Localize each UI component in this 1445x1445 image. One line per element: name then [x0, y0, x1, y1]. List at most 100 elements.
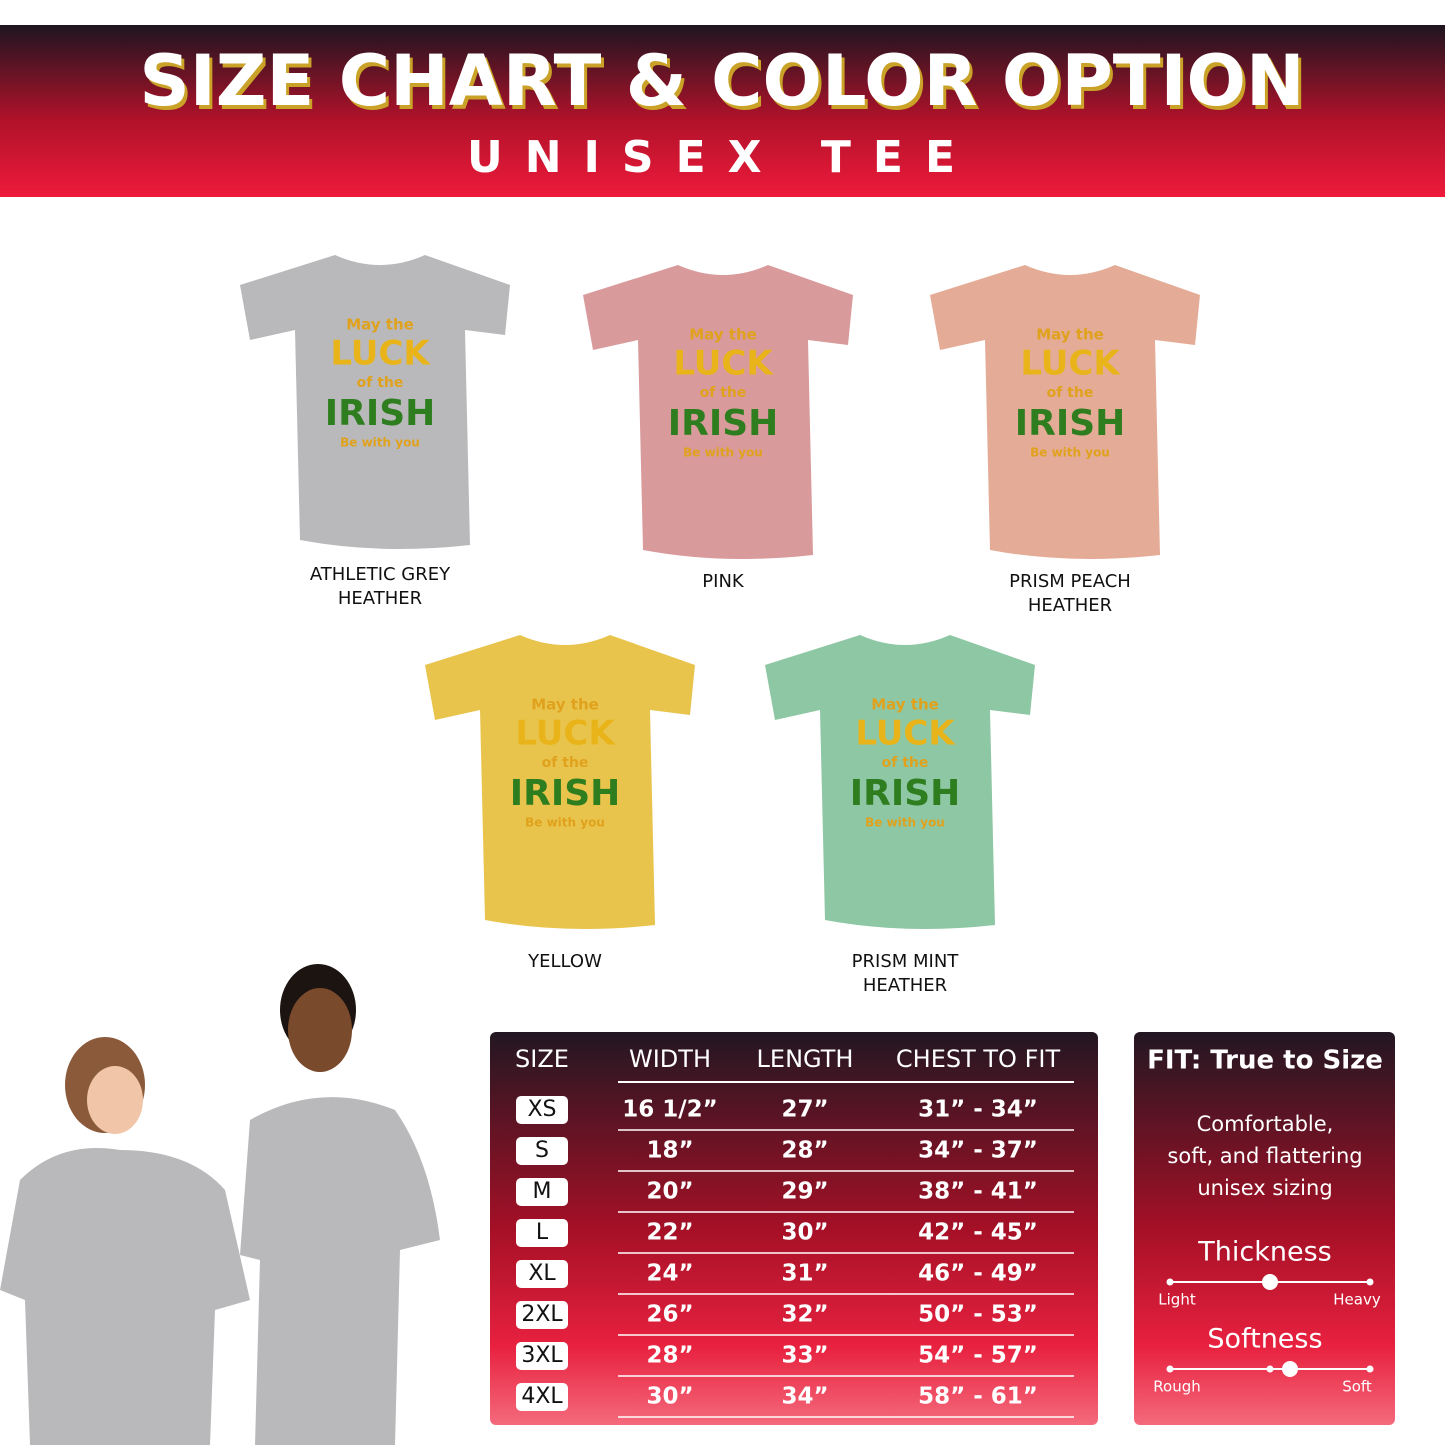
- table-cell: 34”: [781, 1384, 828, 1410]
- table-cell: 54” - 57”: [918, 1343, 1038, 1369]
- size-label: XL: [528, 1261, 556, 1286]
- shirt-body: [583, 265, 853, 559]
- color-label: PRISM PEACH HEATHER: [1009, 571, 1131, 616]
- scale-name: Softness: [1207, 1324, 1322, 1355]
- title: SIZE CHART & COLOR OPTION: [139, 40, 1304, 122]
- scale-name: Thickness: [1197, 1237, 1331, 1268]
- table-cell: 26”: [646, 1302, 693, 1328]
- scale-marker: [1262, 1274, 1278, 1290]
- header-band: [0, 25, 1445, 197]
- design-text: LUCK: [673, 344, 774, 384]
- design-text: May the: [871, 696, 939, 714]
- table-cell: 27”: [781, 1097, 828, 1123]
- size-badge: [516, 1137, 568, 1165]
- table-cell: 46” - 49”: [918, 1261, 1038, 1287]
- design-text: of the: [882, 755, 929, 771]
- size-badge: [516, 1096, 568, 1124]
- scale-high: Soft: [1342, 1378, 1372, 1396]
- table-cell: 22”: [646, 1220, 693, 1246]
- fit-description: Comfortable, soft, and flattering unisex s…: [1167, 1112, 1362, 1200]
- scale-tick: [1366, 1365, 1374, 1373]
- fit-title: FIT: True to Size: [1147, 1046, 1383, 1076]
- shirt-body: [240, 255, 510, 549]
- shirt-body: [930, 265, 1200, 559]
- scale-tick: [1266, 1365, 1274, 1373]
- design-text: LUCK: [1020, 344, 1121, 384]
- design-text: Be with you: [1030, 446, 1110, 460]
- scale-marker: [1282, 1361, 1298, 1377]
- color-label: PRISM MINT HEATHER: [852, 951, 960, 996]
- design-text: LUCK: [330, 334, 431, 374]
- shirt-body: [765, 635, 1035, 929]
- size-badge: [516, 1260, 568, 1288]
- design-text: IRISH: [325, 393, 436, 434]
- table-cell: 20”: [646, 1179, 693, 1205]
- design-text: May the: [689, 326, 757, 344]
- color-label: YELLOW: [527, 951, 602, 972]
- design-text: Be with you: [525, 816, 605, 830]
- table-cell: 42” - 45”: [918, 1220, 1038, 1246]
- design-text: of the: [542, 755, 589, 771]
- design-text: IRISH: [1015, 403, 1126, 444]
- table-cell: 28”: [781, 1138, 828, 1164]
- size-label: 4XL: [521, 1384, 563, 1409]
- design-text: Be with you: [683, 446, 763, 460]
- table-cell: 29”: [781, 1179, 828, 1205]
- table-cell: 33”: [781, 1343, 828, 1369]
- size-badge: [516, 1301, 568, 1329]
- table-cell: 38” - 41”: [918, 1179, 1038, 1205]
- size-label: XS: [527, 1097, 556, 1122]
- design-text: LUCK: [855, 714, 956, 754]
- color-label: PINK: [702, 571, 745, 592]
- design-text: of the: [700, 385, 747, 401]
- table-header: SIZE: [515, 1045, 569, 1073]
- scale-low: Rough: [1153, 1378, 1200, 1396]
- subtitle: UNISEX TEE: [467, 132, 977, 183]
- table-header: WIDTH: [629, 1045, 711, 1073]
- scale-high: Heavy: [1333, 1291, 1381, 1309]
- table-cell: 28”: [646, 1343, 693, 1369]
- title-shadow: SIZE CHART & COLOR OPTION: [142, 44, 1307, 126]
- design-text: Be with you: [340, 436, 420, 450]
- size-badge: [516, 1178, 568, 1206]
- table-cell: 50” - 53”: [918, 1302, 1038, 1328]
- size-badge: [516, 1383, 568, 1411]
- design-text: May the: [531, 696, 599, 714]
- scale-tick: [1166, 1365, 1174, 1373]
- table-header: CHEST TO FIT: [896, 1045, 1061, 1073]
- size-label: S: [535, 1138, 549, 1163]
- design-text: Be with you: [865, 816, 945, 830]
- design-text: IRISH: [850, 773, 961, 814]
- table-cell: 30”: [646, 1384, 693, 1410]
- size-label: L: [536, 1220, 549, 1245]
- design-text: May the: [346, 316, 414, 334]
- table-cell: 32”: [781, 1302, 828, 1328]
- design-text: of the: [1047, 385, 1094, 401]
- table-cell: 34” - 37”: [918, 1138, 1038, 1164]
- scale-tick: [1166, 1278, 1174, 1286]
- table-cell: 30”: [781, 1220, 828, 1246]
- table-header: LENGTH: [757, 1045, 854, 1073]
- table-cell: 24”: [646, 1261, 693, 1287]
- size-label: 3XL: [521, 1343, 563, 1368]
- design-text: of the: [357, 375, 404, 391]
- table-cell: 16 1/2”: [622, 1097, 718, 1123]
- table-cell: 58” - 61”: [918, 1384, 1038, 1410]
- table-cell: 31” - 34”: [918, 1097, 1038, 1123]
- design-text: May the: [1036, 326, 1104, 344]
- shirt-body: [425, 635, 695, 929]
- size-badge: [516, 1342, 568, 1370]
- design-text: IRISH: [510, 773, 621, 814]
- design-text: IRISH: [668, 403, 779, 444]
- color-label: ATHLETIC GREY HEATHER: [310, 564, 451, 609]
- table-cell: 31”: [781, 1261, 828, 1287]
- table-cell: 18”: [646, 1138, 693, 1164]
- scale-low: Light: [1158, 1291, 1196, 1309]
